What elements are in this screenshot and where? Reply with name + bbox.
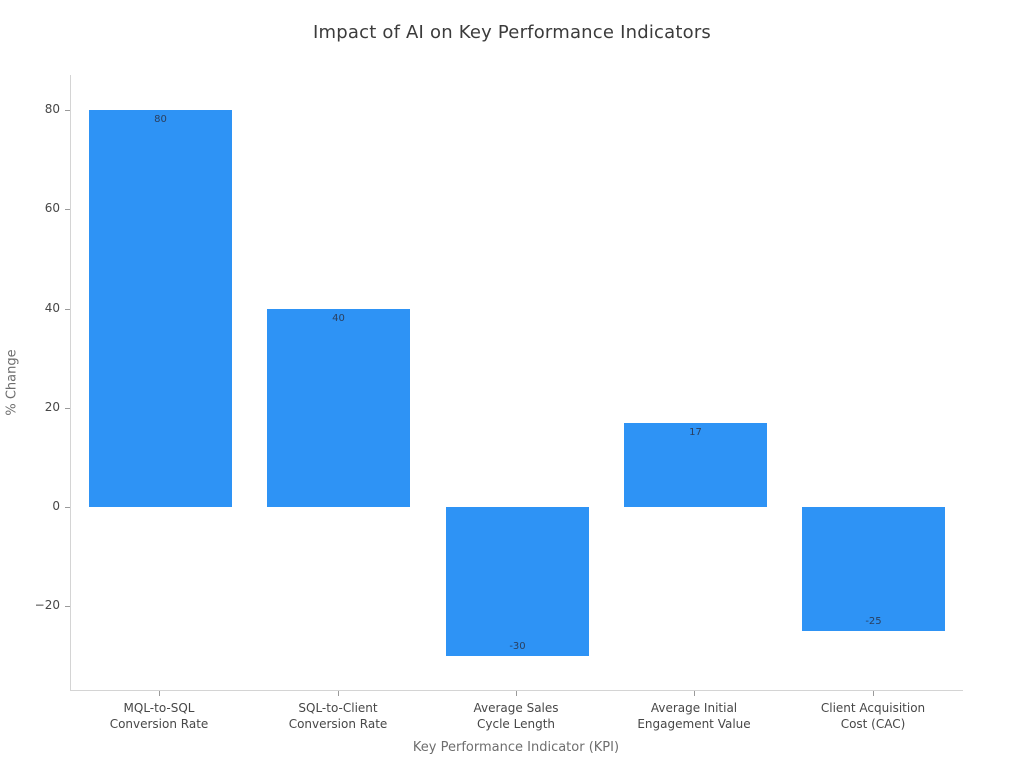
- y-axis-title: % Change: [4, 349, 20, 416]
- x-axis-title: Key Performance Indicator (KPI): [412, 740, 620, 755]
- bar: [446, 507, 589, 656]
- bar: [89, 110, 232, 507]
- x-tick-mark: [159, 691, 160, 696]
- y-tick-label: 60: [44, 201, 60, 215]
- y-tick-mark: [65, 209, 70, 210]
- bar-value-label: 80: [154, 114, 167, 125]
- plot-area: 80 40 -30 17 -25: [70, 75, 963, 691]
- y-tick-mark: [65, 606, 70, 607]
- x-tick-mark: [694, 691, 695, 696]
- y-tick-label: 0: [52, 499, 60, 513]
- chart-title: Impact of AI on Key Performance Indicato…: [313, 22, 711, 43]
- y-tick-mark: [65, 408, 70, 409]
- x-tick-mark: [873, 691, 874, 696]
- x-category-label: Client Acquisition Cost (CAC): [820, 701, 926, 731]
- bar: [624, 423, 767, 507]
- y-tick-mark: [65, 110, 70, 111]
- y-tick-label: 80: [44, 102, 60, 116]
- y-tick-label: 40: [44, 301, 60, 315]
- bar: [267, 309, 410, 507]
- bar-value-label: -25: [865, 616, 882, 627]
- x-tick-mark: [516, 691, 517, 696]
- bar-value-label: 17: [689, 427, 702, 438]
- x-category-label: SQL-to-Client Conversion Rate: [288, 701, 388, 731]
- y-tick-mark: [65, 507, 70, 508]
- x-tick-mark: [338, 691, 339, 696]
- y-tick-mark: [65, 309, 70, 310]
- bar: [802, 507, 945, 631]
- x-category-label: Average Sales Cycle Length: [473, 701, 559, 731]
- y-tick-label: 20: [44, 400, 60, 414]
- y-tick-label: −20: [34, 598, 60, 612]
- x-category-label: Average Initial Engagement Value: [637, 701, 751, 731]
- bar-value-label: 40: [332, 313, 345, 324]
- x-category-label: MQL-to-SQL Conversion Rate: [109, 701, 209, 731]
- bar-value-label: -30: [509, 641, 526, 652]
